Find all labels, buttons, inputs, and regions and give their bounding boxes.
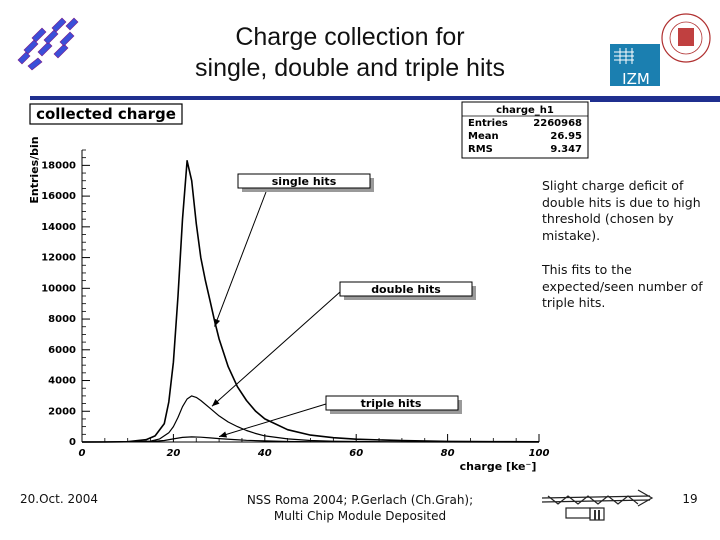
- x-tick-label: 0: [79, 448, 86, 459]
- arrow-triple-hits: [218, 403, 327, 438]
- chart-title: collected charge: [36, 105, 176, 123]
- slide-title-line-1: Charge collection for: [235, 23, 465, 51]
- y-axis-label: Entries/bin: [28, 136, 41, 203]
- note-double-hits-deficit: Slight charge deficit of double hits is …: [542, 178, 701, 243]
- institute-logo-right: IZM: [610, 13, 711, 88]
- note-triple-hits: This fits to the expected/seen number of…: [542, 262, 703, 310]
- stats-value-mean: 26.95: [550, 131, 582, 142]
- y-tick-label: 2000: [48, 406, 76, 417]
- page-number: 19: [682, 492, 698, 506]
- arrow-double-hits: [211, 291, 341, 407]
- stats-label-rms: RMS: [468, 144, 493, 155]
- y-tick-label: 6000: [48, 345, 76, 356]
- stats-value-entries: 2260968: [533, 118, 582, 129]
- title-rule: [30, 96, 720, 100]
- footer-date: 20.Oct. 2004: [20, 492, 98, 506]
- y-tick-label: 4000: [48, 376, 76, 387]
- x-tick-label: 80: [441, 448, 455, 459]
- x-tick-label: 100: [529, 448, 550, 459]
- x-axis-label: charge [ke⁻]: [460, 460, 537, 473]
- title-rule-right: [590, 100, 720, 102]
- annotation-arrows: [211, 191, 341, 438]
- curve-single-hits: [82, 160, 540, 443]
- y-tick-label: 8000: [48, 314, 76, 325]
- footer-conference: NSS Roma 2004; P.Gerlach (Ch.Grah); Mult…: [200, 492, 520, 524]
- annotation-triple-hits: triple hits: [325, 395, 462, 414]
- y-tick-label: 16000: [41, 191, 76, 202]
- module-sketch-logo: [541, 489, 654, 521]
- stats-label-mean: Mean: [468, 131, 499, 142]
- stats-value-rms: 9.347: [550, 144, 582, 155]
- slide-title: Charge collection for single, double and…: [150, 22, 550, 84]
- slide-title-line-2: single, double and triple hits: [195, 54, 505, 82]
- arrow-single-hits-head: [214, 318, 221, 327]
- stats-label-entries: Entries: [468, 118, 508, 129]
- arrow-double-hits-head: [211, 398, 220, 407]
- charge-histogram: collected charge charge_h1 Entries 22609…: [20, 100, 590, 482]
- x-tick-label: 40: [257, 448, 272, 459]
- x-tick-label: 60: [349, 448, 363, 459]
- institute-logo-left: [17, 17, 79, 71]
- y-tick-label: 10000: [41, 283, 76, 294]
- y-tick-label: 12000: [41, 253, 76, 264]
- curve-double-hits: [81, 395, 540, 443]
- label-triple-hits: triple hits: [361, 397, 422, 410]
- annotation-single-hits: single hits: [237, 173, 374, 192]
- curve-triple-hits: [81, 436, 539, 443]
- stats-name: charge_h1: [496, 105, 554, 116]
- label-single-hits: single hits: [272, 175, 337, 188]
- label-double-hits: double hits: [371, 283, 441, 296]
- izm-logo-text: IZM: [622, 70, 650, 88]
- footer-conference-line-1: NSS Roma 2004; P.Gerlach (Ch.Grah);: [246, 493, 474, 507]
- y-tick-label: 0: [69, 437, 76, 448]
- x-tick-label: 20: [166, 448, 180, 459]
- arrow-single-hits: [214, 191, 267, 327]
- arrow-triple-hits-head: [219, 431, 228, 438]
- y-tick-label: 18000: [41, 160, 76, 171]
- annotation-double-hits: double hits: [339, 281, 476, 300]
- y-tick-label: 14000: [41, 222, 76, 233]
- stats-box: charge_h1 Entries 2260968 Mean 26.95 RMS…: [461, 101, 589, 159]
- footer-conference-line-2: Multi Chip Module Deposited: [273, 509, 447, 523]
- plot-curves: [81, 160, 540, 443]
